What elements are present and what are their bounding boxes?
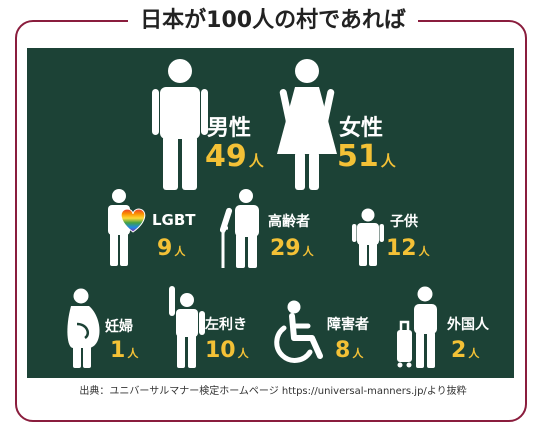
male-label: 男性 [207, 116, 252, 141]
page-title: 日本が100人の村であれば [0, 2, 546, 34]
wheelchair-icon [274, 300, 323, 363]
foreigner-label: 外国人 [447, 317, 489, 333]
left-handed-icon [169, 286, 205, 368]
elderly-icon [220, 189, 259, 268]
disabled-label: 障害者 [327, 317, 369, 333]
left-handed-value: 10 人 [205, 338, 249, 363]
elderly-value: 29 人 [270, 236, 314, 261]
pregnant-label: 妊婦 [105, 319, 133, 335]
child-label: 子供 [390, 214, 418, 230]
child-value: 12 人 [386, 236, 430, 261]
child-icon [352, 208, 384, 266]
traveler-icon [397, 286, 437, 368]
lgbt-label: LGBT [152, 211, 196, 229]
female-label: 女性 [339, 116, 384, 141]
left-handed-label: 左利き [205, 317, 247, 333]
female-icon [277, 59, 337, 190]
male-value: 49 人 [205, 139, 264, 174]
elderly-label: 高齢者 [268, 214, 310, 230]
lgbt-icon [108, 189, 146, 266]
male-icon [152, 59, 208, 190]
female-value: 51 人 [337, 139, 396, 174]
source-citation: 出典：ユニバーサルマナー検定ホームページ https://universal-m… [79, 386, 467, 397]
pregnant-icon [67, 288, 100, 368]
